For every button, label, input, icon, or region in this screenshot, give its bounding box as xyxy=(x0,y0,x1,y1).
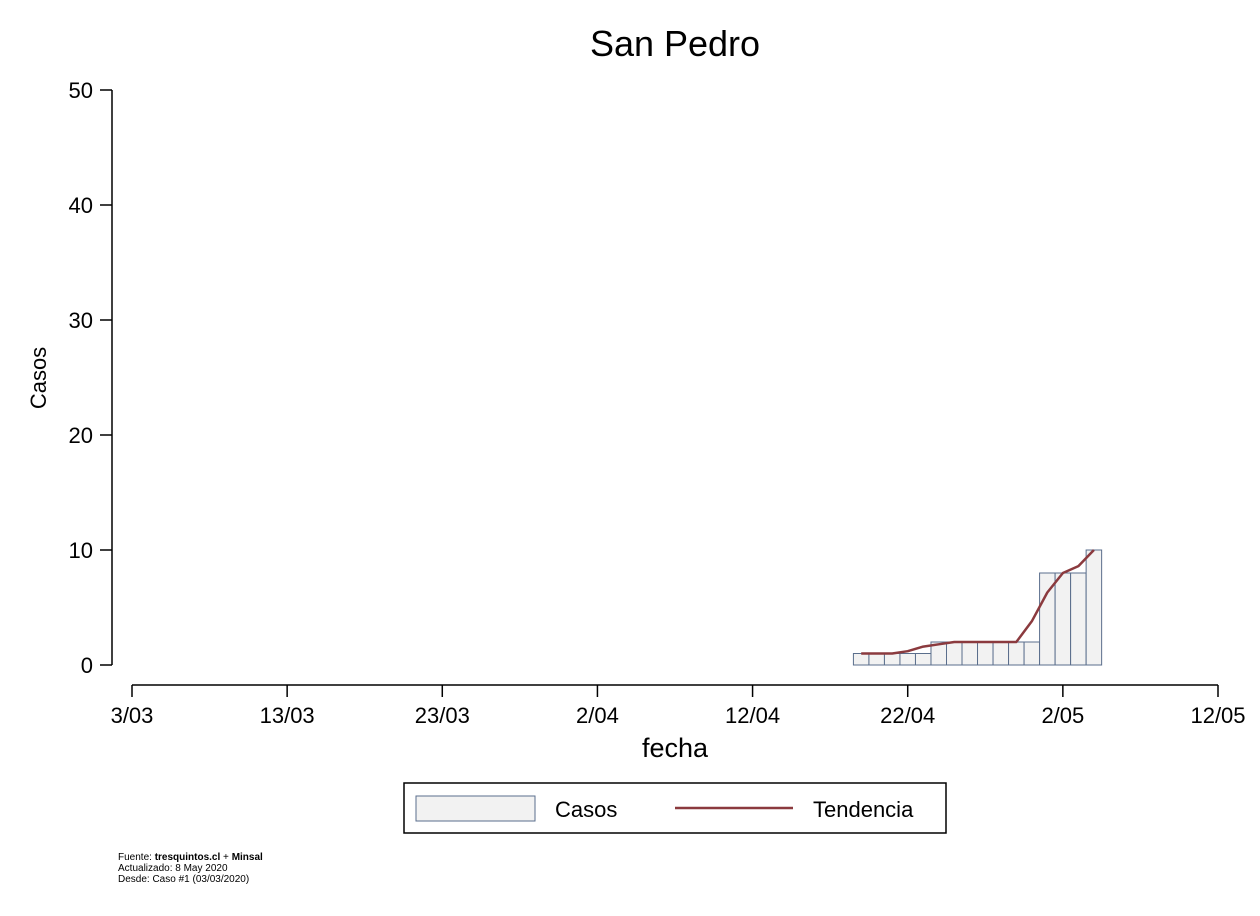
bar xyxy=(961,641,979,666)
bar xyxy=(1070,572,1087,666)
y-tick-label: 50 xyxy=(69,78,93,103)
bar xyxy=(1008,641,1025,666)
source-line: Fuente: tresquintos.cl + Minsal xyxy=(118,852,263,863)
x-axis-label: fecha xyxy=(642,733,709,763)
x-tick-label: 2/05 xyxy=(1041,703,1084,728)
y-tick-label: 30 xyxy=(69,308,93,333)
legend-swatch-casos xyxy=(415,795,536,822)
bar xyxy=(852,653,870,666)
trend-line xyxy=(861,549,1095,655)
x-tick-label: 3/03 xyxy=(111,703,154,728)
legend: Casos Tendencia xyxy=(403,782,947,834)
bar xyxy=(914,653,932,666)
y-axis-label: Casos xyxy=(26,347,51,409)
bar xyxy=(977,641,994,666)
chart-title: San Pedro xyxy=(590,23,760,64)
updated-line: Actualizado: 8 May 2020 xyxy=(118,863,228,874)
y-axis: 0 10 20 30 40 50 xyxy=(69,78,113,678)
since-line: Desde: Caso #1 (03/03/2020) xyxy=(118,874,250,885)
line-series-tendencia xyxy=(861,549,1095,655)
x-tick-label: 12/05 xyxy=(1190,703,1245,728)
x-tick-label: 22/04 xyxy=(880,703,935,728)
source-site: tresquintos.cl xyxy=(154,852,221,863)
bar xyxy=(883,653,901,666)
bar xyxy=(1085,549,1103,666)
legend-label-casos: Casos xyxy=(555,797,617,822)
bar xyxy=(992,641,1010,666)
y-tick-label: 10 xyxy=(69,538,93,563)
bar xyxy=(946,641,963,666)
x-tick-label: 2/04 xyxy=(576,703,619,728)
legend-label-tendencia: Tendencia xyxy=(813,797,914,822)
x-tick-label: 23/03 xyxy=(415,703,470,728)
bar-series-casos xyxy=(852,549,1103,666)
y-tick-label: 20 xyxy=(69,423,93,448)
y-tick-label: 40 xyxy=(69,193,93,218)
source-join: + xyxy=(220,852,232,863)
source-footer: Fuente: tresquintos.cl + Minsal Actualiz… xyxy=(118,852,263,885)
x-axis: 3/03 13/03 23/03 2/04 12/04 22/04 2/05 12/05 xyxy=(111,684,1246,728)
x-tick-label: 12/04 xyxy=(725,703,780,728)
y-tick-label: 0 xyxy=(81,653,93,678)
bar xyxy=(868,653,885,666)
bar xyxy=(1023,641,1041,666)
bar xyxy=(1054,572,1072,666)
bar xyxy=(899,653,916,666)
x-tick-label: 13/03 xyxy=(260,703,315,728)
source-prefix: Fuente: xyxy=(118,852,155,863)
source-org: Minsal xyxy=(231,852,263,863)
